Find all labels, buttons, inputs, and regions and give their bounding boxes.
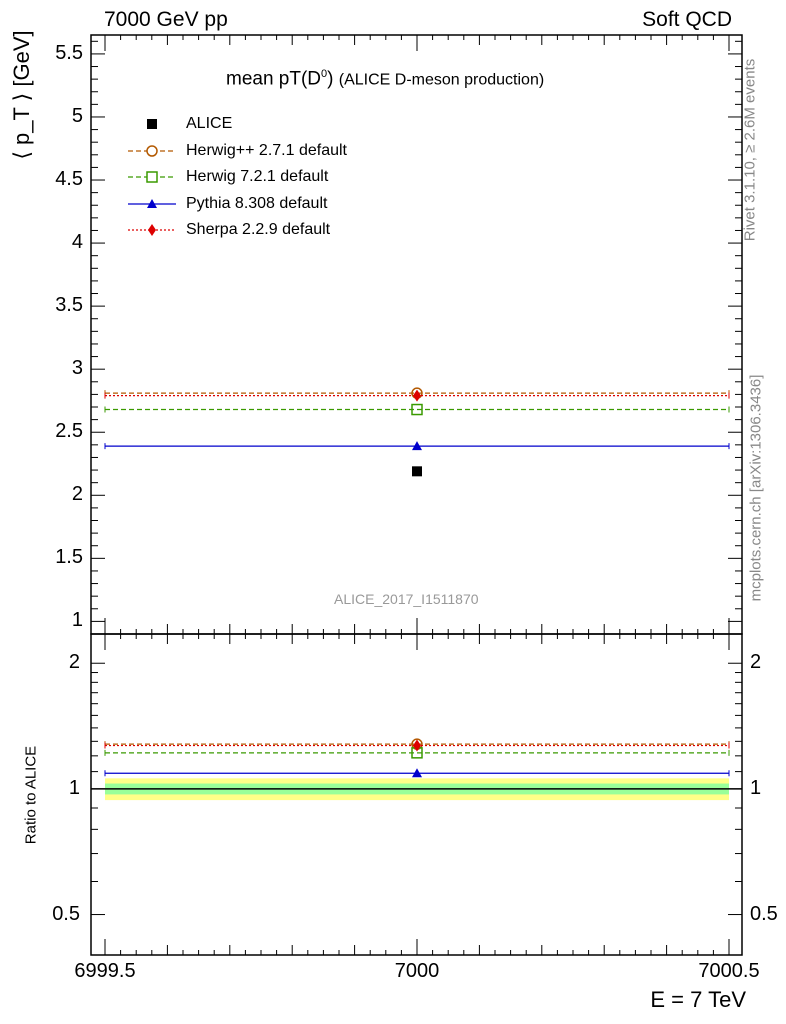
ratio-ytick-label-right-0: 0.5 — [750, 902, 778, 925]
main-ytick-label-7: 4.5 — [55, 168, 83, 191]
main-ytick-label-0: 1 — [71, 609, 83, 632]
ratio-ytick-label-left-0: 0.5 — [52, 902, 80, 925]
legend-label: Herwig 7.2.1 default — [186, 168, 329, 185]
main-ytick-label-3: 2.5 — [55, 420, 83, 443]
main-ytick-label-1: 1.5 — [55, 546, 83, 569]
ratio-ytick-label-left-1: 1 — [68, 776, 80, 799]
ratio-series-marker-3 — [413, 739, 421, 752]
analysis-watermark: ALICE_2017_I1511870 — [334, 591, 479, 607]
xtick-label-2: 7000.5 — [698, 960, 760, 982]
ratio-ytick-label-right-1: 1 — [750, 776, 762, 799]
header-left-label: 7000 GeV pp — [104, 8, 228, 31]
main-ytick-label-8: 5 — [71, 104, 83, 127]
main-ytick-label-5: 3.5 — [55, 294, 83, 317]
legend-marker — [147, 119, 157, 129]
legend-marker — [146, 144, 158, 157]
plot-title-close: ) — [327, 68, 334, 90]
ratio-series-marker-2 — [412, 768, 422, 778]
plot-title-sup: 0 — [321, 68, 328, 80]
legend-label: ALICE — [186, 115, 233, 132]
plot-title-sub: (ALICE D-meson production) — [338, 71, 545, 89]
main-series-marker-2 — [412, 441, 422, 451]
legend-swatch — [128, 224, 176, 236]
legend-marker — [146, 171, 158, 183]
main-ytick-label-4: 3 — [71, 357, 83, 380]
legend-label: Pythia 8.308 default — [186, 194, 328, 212]
legend-swatch — [128, 198, 176, 208]
legend-item: Pythia 8.308 default — [126, 193, 327, 215]
main-series-marker-3 — [413, 389, 421, 402]
legend-item: ALICE — [126, 113, 232, 135]
legend-swatch — [147, 119, 157, 129]
legend-swatch — [128, 171, 176, 183]
main-ytick-label-9: 5.5 — [55, 41, 83, 64]
ratio-ytick-label-right-2: 2 — [750, 651, 762, 674]
ratio-ytick-label-left-2: 2 — [68, 651, 80, 674]
ratio-xlabel: E = 7 TeV — [650, 987, 746, 1012]
legend-marker — [147, 198, 157, 208]
header-right-label: Soft QCD — [642, 8, 732, 31]
legend-item: Sherpa 2.2.9 default — [126, 219, 330, 241]
legend-label: Herwig++ 2.7.1 default — [186, 141, 347, 159]
xtick-label-1: 7000 — [394, 960, 440, 982]
plot-title-main: mean pT(D — [226, 68, 322, 90]
alice-data-point — [412, 466, 422, 477]
main-series-marker-1 — [411, 403, 423, 416]
legend-item: Herwig 7.2.1 default — [126, 166, 328, 188]
main-ytick-label-6: 4 — [71, 231, 83, 254]
legend-label: Sherpa 2.2.9 default — [186, 221, 331, 238]
legend-item: Herwig++ 2.7.1 default — [126, 140, 347, 162]
xtick-label-0: 6999.5 — [74, 960, 136, 982]
main-ytick-label-2: 2 — [71, 483, 83, 506]
plot-title: mean pT(D0) (ALICE D-meson production) — [226, 68, 544, 90]
legend-swatch — [128, 144, 176, 157]
legend-marker — [148, 224, 156, 236]
